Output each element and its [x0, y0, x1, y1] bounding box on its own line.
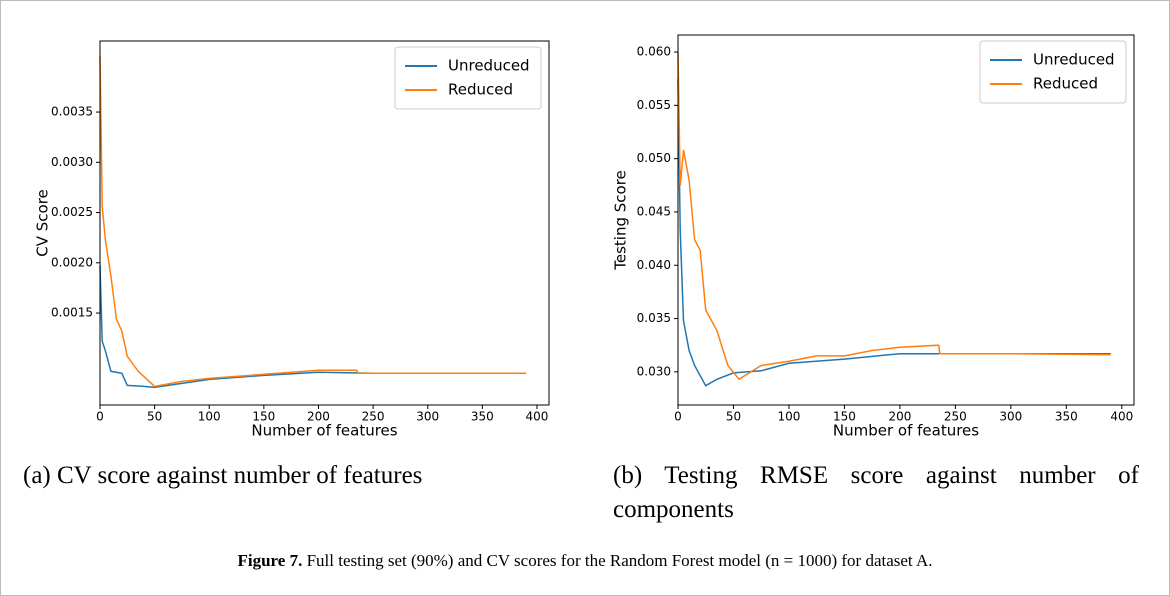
x-tick-label: 300: [999, 410, 1022, 424]
y-tick-label: 0.0035: [51, 105, 93, 119]
x-tick-label: 350: [471, 410, 494, 424]
x-tick-label: 350: [1055, 410, 1078, 424]
subcaption: (a) CV score against number of features: [23, 462, 423, 489]
data-line: [677, 78, 1111, 387]
x-tick-label: 200: [307, 410, 330, 424]
legend-label: Reduced: [448, 81, 513, 99]
plot-frame: [677, 34, 1135, 406]
x-tick-label: 50: [147, 410, 162, 424]
y-axis-label: Testing Score: [612, 170, 630, 271]
y-tick-label: 0.055: [637, 98, 671, 112]
x-tick-label: 250: [944, 410, 967, 424]
x-tick-label: 50: [726, 410, 741, 424]
data-line: [99, 55, 527, 388]
x-axis-label: Number of features: [251, 422, 397, 440]
y-tick-label: 0.0020: [51, 255, 93, 269]
x-tick-label: 400: [526, 410, 549, 424]
x-tick-label: 400: [1110, 410, 1133, 424]
y-tick-label: 0.0030: [51, 155, 93, 169]
legend-label: Unreduced: [1033, 51, 1115, 69]
x-tick-label: 150: [252, 410, 275, 424]
x-tick-label: 200: [888, 410, 911, 424]
y-axis-label: CV Score: [34, 189, 52, 257]
figure-caption: Figure 7. Full testing set (90%) and CV …: [1, 551, 1169, 571]
x-tick-label: 0: [96, 410, 104, 424]
y-tick-label: 0.060: [637, 45, 671, 59]
subcaption: (b) Testing RMSE score against number of…: [613, 462, 1139, 523]
x-tick-label: 300: [416, 410, 439, 424]
x-tick-label: 250: [362, 410, 385, 424]
y-tick-label: 0.045: [637, 204, 671, 218]
legend-box: [979, 40, 1127, 104]
y-tick-label: 0.050: [637, 151, 671, 165]
x-axis-label: Number of features: [833, 422, 979, 440]
y-tick-label: 0.030: [637, 364, 671, 378]
x-tick-label: 100: [198, 410, 221, 424]
plot-frame: [99, 40, 550, 406]
x-tick-label: 150: [833, 410, 856, 424]
data-line: [677, 52, 1111, 381]
caption-text: Full testing set (90%) and CV scores for…: [306, 551, 933, 570]
caption-label: Figure 7.: [237, 551, 303, 570]
data-line: [99, 265, 527, 389]
y-tick-label: 0.0015: [51, 306, 93, 320]
x-tick-label: 100: [777, 410, 800, 424]
y-tick-label: 0.040: [637, 258, 671, 272]
legend-label: Unreduced: [448, 57, 530, 75]
y-tick-label: 0.035: [637, 311, 671, 325]
x-tick-label: 0: [674, 410, 682, 424]
legend-box: [394, 46, 542, 110]
y-tick-label: 0.0025: [51, 205, 93, 219]
legend-label: Reduced: [1033, 75, 1098, 93]
